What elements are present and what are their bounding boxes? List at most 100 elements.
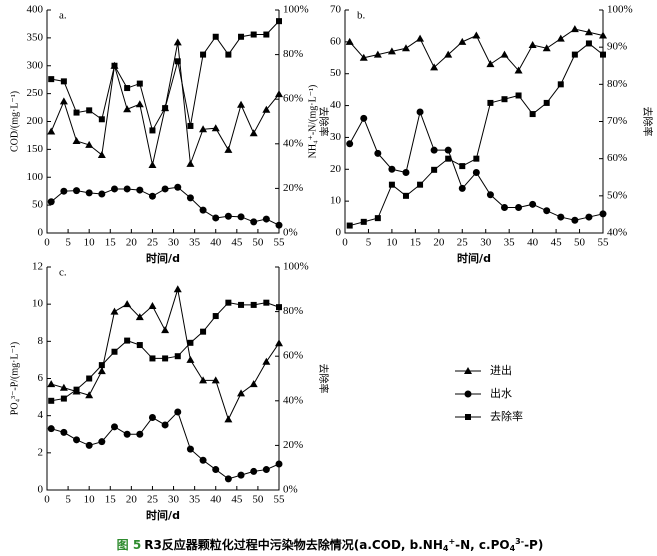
marker-circle xyxy=(402,168,410,176)
marker-triangle xyxy=(123,300,132,308)
y2-tick-label: 50% xyxy=(607,189,627,201)
marker-circle xyxy=(47,198,55,206)
y-tick-label: 20 xyxy=(330,163,342,175)
marker-square xyxy=(431,166,438,173)
marker-square xyxy=(174,353,181,360)
y-tick-label: 6 xyxy=(38,372,44,384)
x-tick-label: 0 xyxy=(44,237,50,249)
marker-circle xyxy=(529,200,537,208)
x-tick-label: 10 xyxy=(84,237,96,249)
caption-sub: 4 xyxy=(443,544,449,553)
marker-triangle xyxy=(472,31,481,39)
marker-circle xyxy=(148,192,156,200)
marker-square xyxy=(529,111,536,118)
y2-tick-label: 70% xyxy=(607,115,627,127)
marker-triangle xyxy=(47,127,56,135)
marker-square xyxy=(263,299,270,306)
x-tick-label: 30 xyxy=(168,494,180,506)
marker-triangle xyxy=(387,47,396,55)
marker-square xyxy=(98,116,105,123)
y-tick-label: 200 xyxy=(27,115,44,127)
x-tick-label: 45 xyxy=(231,494,243,506)
marker-triangle xyxy=(514,66,523,74)
marker-circle xyxy=(360,114,368,122)
y-tick-label: 40 xyxy=(330,99,342,111)
y-tick-label: 30 xyxy=(330,131,342,143)
marker-triangle xyxy=(584,28,593,36)
y2-tick-label: 80% xyxy=(283,305,303,317)
marker-triangle xyxy=(173,285,182,293)
marker-triangle xyxy=(275,90,283,98)
x-tick-label: 15 xyxy=(410,237,422,249)
marker-square xyxy=(263,31,270,38)
y2-tick-label: 20% xyxy=(283,439,303,451)
caption-sup: 3- xyxy=(515,537,524,546)
marker-square xyxy=(60,78,67,85)
marker-triangle xyxy=(237,389,246,397)
marker-square xyxy=(73,386,80,393)
series-line xyxy=(349,42,604,227)
marker-triangle xyxy=(345,37,354,45)
marker-square xyxy=(238,33,245,40)
marker-circle xyxy=(199,206,207,214)
x-tick-label: 35 xyxy=(189,237,201,249)
y2-tick-label: 0% xyxy=(283,484,298,496)
caption-text: -P) xyxy=(524,538,543,552)
marker-square xyxy=(111,348,118,355)
marker-triangle xyxy=(262,357,271,365)
marker-square xyxy=(473,155,480,162)
marker-square xyxy=(571,51,578,58)
marker-triangle xyxy=(458,37,467,45)
marker-square xyxy=(149,127,156,134)
series-line xyxy=(349,110,604,221)
marker-square xyxy=(250,301,257,308)
marker-circle xyxy=(430,146,438,154)
marker-circle xyxy=(585,213,593,221)
marker-circle xyxy=(98,438,106,446)
marker-square xyxy=(48,76,55,83)
marker-triangle xyxy=(59,97,68,105)
marker-triangle xyxy=(47,380,56,388)
marker-circle xyxy=(110,185,118,193)
marker-circle xyxy=(224,212,232,220)
marker-square xyxy=(187,339,194,346)
x-axis-label: 时间/d xyxy=(146,251,180,265)
marker-circle xyxy=(161,185,169,193)
marker-triangle xyxy=(97,367,106,375)
marker-square xyxy=(136,80,143,87)
marker-circle xyxy=(237,471,245,479)
marker-triangle xyxy=(237,100,246,108)
marker-triangle xyxy=(528,41,537,49)
marker-circle xyxy=(73,436,81,444)
marker-triangle xyxy=(444,50,453,58)
x-tick-label: 20 xyxy=(126,237,138,249)
x-axis-label: 时间/d xyxy=(457,251,491,265)
marker-circle xyxy=(515,204,523,212)
marker-circle xyxy=(174,408,182,416)
marker-square xyxy=(212,313,219,320)
marker-circle xyxy=(110,423,118,431)
y2-tick-label: 60% xyxy=(283,350,303,362)
marker-square xyxy=(585,40,592,47)
x-tick-label: 30 xyxy=(480,237,492,249)
marker-circle xyxy=(98,190,106,198)
marker-triangle xyxy=(570,25,579,33)
y-tick-label: 0 xyxy=(38,484,44,496)
x-tick-label: 0 xyxy=(342,237,348,249)
marker-square xyxy=(388,181,395,188)
marker-square xyxy=(124,85,131,92)
marker-triangle xyxy=(275,339,283,347)
marker-triangle xyxy=(224,145,233,153)
marker-square xyxy=(136,342,143,349)
marker-circle xyxy=(73,187,81,195)
series-line xyxy=(50,42,280,166)
marker-triangle xyxy=(599,31,607,39)
y2-axis-label: 去除率 xyxy=(317,364,330,394)
y-tick-label: 8 xyxy=(38,335,44,347)
marker-triangle xyxy=(161,326,170,334)
x-tick-label: 55 xyxy=(598,237,610,249)
panel-label: b. xyxy=(357,10,366,22)
x-tick-label: 40 xyxy=(210,237,222,249)
marker-square xyxy=(557,81,564,88)
marker-circle xyxy=(60,428,68,436)
